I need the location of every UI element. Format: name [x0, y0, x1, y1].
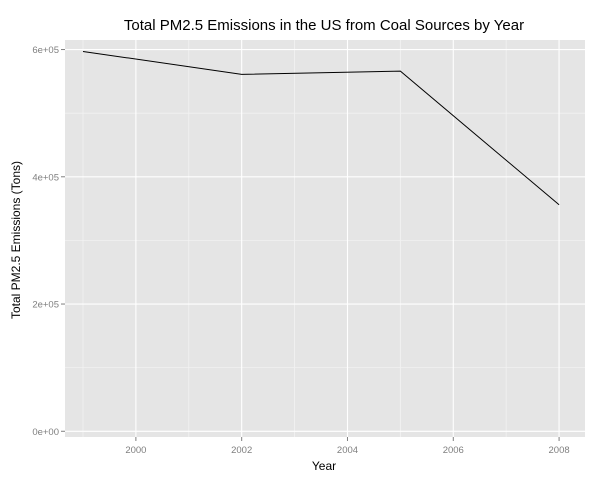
minor-gridlines	[65, 40, 585, 437]
x-axis-title: Year	[312, 459, 336, 473]
axis-ticks	[61, 49, 560, 441]
x-tick-label: 2004	[337, 445, 358, 456]
x-tick-label: 2002	[231, 445, 252, 456]
y-tick-label: 6e+05	[32, 45, 59, 56]
y-axis-title: Total PM2.5 Emissions (Tons)	[9, 161, 23, 319]
series-layer	[82, 50, 560, 206]
y-tick-label: 0e+00	[32, 427, 59, 438]
y-tick-label: 2e+05	[32, 300, 59, 311]
major-gridlines	[65, 40, 585, 437]
y-tick-label: 4e+05	[32, 172, 59, 183]
x-tick-label: 2008	[549, 445, 570, 456]
plot-panel	[65, 40, 585, 437]
axis-tick-labels: 2000 2002 2004 2006 2008 0e+00 2e+05 4e+05 6e+05	[32, 45, 569, 456]
chart-title: Total PM2.5 Emissions in the US from Coa…	[124, 17, 524, 34]
x-tick-label: 2000	[125, 445, 146, 456]
x-tick-label: 2006	[443, 445, 464, 456]
series-line	[82, 50, 560, 206]
